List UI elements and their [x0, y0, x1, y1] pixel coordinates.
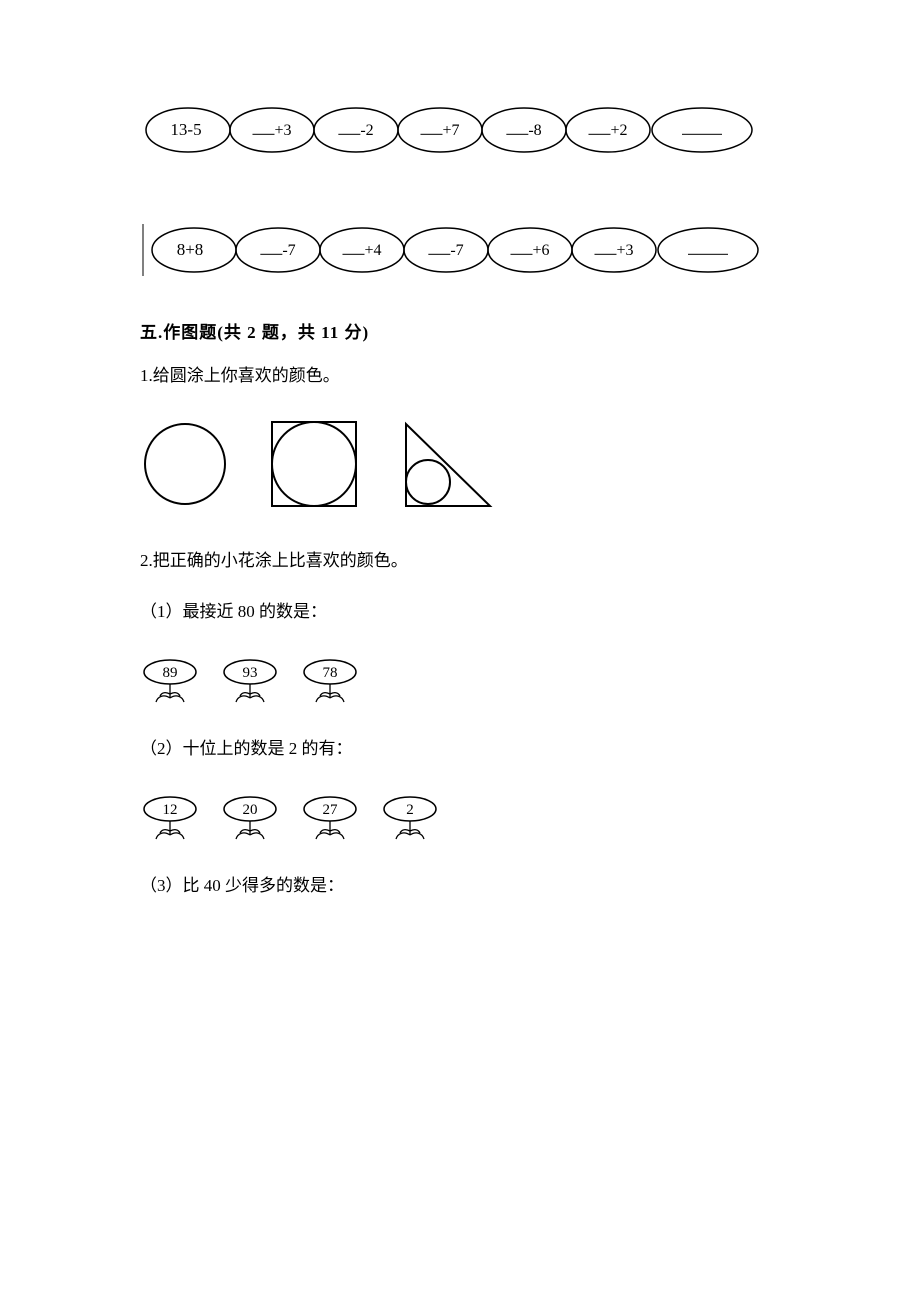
chain1-cell-0: 13-5 [170, 120, 201, 140]
chain1-cell-2: -2 [338, 120, 373, 140]
q2-text: 2.把正确的小花涂上比喜欢的颜色。 [140, 546, 780, 571]
q1-text: 1.给圆涂上你喜欢的颜色。 [140, 361, 780, 386]
flower-2-0: 12 [140, 795, 200, 841]
section-5-heading: 五.作图题(共 2 题，共 11 分) [140, 318, 780, 343]
flower-1-0: 89 [140, 658, 200, 704]
flower-row-2: 12 20 27 2 [140, 795, 780, 841]
shape-circle [140, 419, 230, 509]
chain1-cell-3: +7 [420, 120, 459, 140]
svg-text:89: 89 [163, 665, 178, 681]
flower-1-1: 93 [220, 658, 280, 704]
flower-2-1: 20 [220, 795, 280, 841]
svg-text:78: 78 [323, 665, 338, 681]
calc-chain-1: 13-5 +3 -2 +7 -8 +2 [140, 100, 780, 160]
chain2-cell-1: -7 [260, 240, 295, 260]
flower-2-3: 2 [380, 795, 440, 841]
chain1-cell-1: +3 [252, 120, 291, 140]
q2-sub2: （2）十位上的数是 2 的有： [140, 734, 780, 759]
chain1-cell-5: +2 [588, 120, 627, 140]
chain1-cell-6 [682, 120, 722, 140]
chain2-cell-2: +4 [342, 240, 381, 260]
shapes-row [140, 416, 780, 512]
chain1-cell-4: -8 [506, 120, 541, 140]
q2-sub1: （1）最接近 80 的数是： [140, 597, 780, 622]
svg-text:93: 93 [243, 665, 258, 681]
svg-text:20: 20 [243, 802, 258, 818]
chain2-cell-5: +3 [594, 240, 633, 260]
svg-text:27: 27 [323, 802, 339, 818]
svg-text:12: 12 [163, 802, 178, 818]
shape-triangle-circle [398, 416, 498, 512]
shape-square-circle [266, 416, 362, 512]
q2-sub3: （3）比 40 少得多的数是： [140, 871, 780, 896]
calc-chain-2: 8+8 -7 +4 -7 +6 +3 [140, 220, 780, 280]
flower-2-2: 27 [300, 795, 360, 841]
flower-1-2: 78 [300, 658, 360, 704]
chain2-cell-0: 8+8 [177, 240, 204, 260]
chain2-cell-4: +6 [510, 240, 549, 260]
chain2-cell-3: -7 [428, 240, 463, 260]
svg-text:2: 2 [406, 802, 414, 818]
flower-row-1: 89 93 78 [140, 658, 780, 704]
chain2-cell-6 [688, 240, 728, 260]
